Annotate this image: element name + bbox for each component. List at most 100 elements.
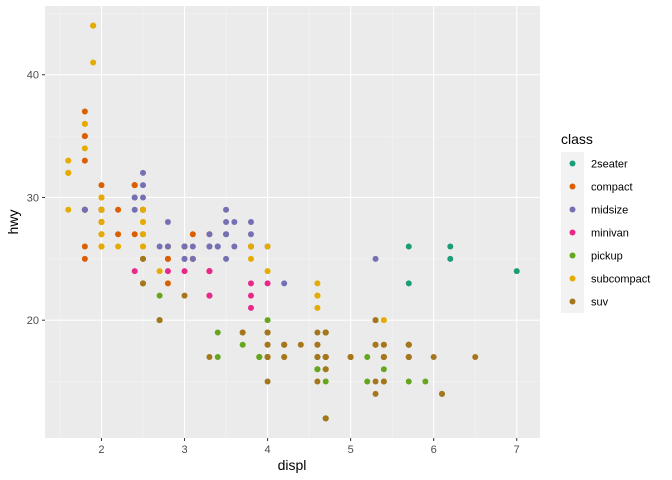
point-subcompact xyxy=(140,219,146,225)
point-midsize xyxy=(181,255,188,262)
legend-marker-compact xyxy=(569,183,576,190)
y-tick-label: 20 xyxy=(27,315,39,327)
point-suv xyxy=(372,378,379,385)
point-suv xyxy=(206,354,213,360)
point-midsize xyxy=(206,231,213,238)
point-pickup xyxy=(405,378,412,385)
point-midsize xyxy=(214,243,221,250)
point-midsize xyxy=(223,231,230,238)
point-suv xyxy=(281,354,288,360)
point-pickup xyxy=(239,341,246,348)
point-subcompact xyxy=(98,206,105,213)
point-suv xyxy=(181,292,188,299)
legend-marker-subcompact xyxy=(569,275,576,282)
point-compact xyxy=(189,231,196,238)
point-compact xyxy=(115,206,122,213)
legend-marker-suv xyxy=(569,298,576,305)
point-suv xyxy=(297,341,304,348)
point-pickup xyxy=(264,317,271,324)
point-2seater xyxy=(405,243,412,250)
point-compact xyxy=(81,157,88,164)
point-minivan xyxy=(247,304,254,311)
point-subcompact xyxy=(65,157,72,164)
point-suv xyxy=(264,378,271,385)
point-midsize xyxy=(247,219,254,225)
point-midsize xyxy=(247,231,254,238)
point-pickup xyxy=(380,366,387,373)
point-suv xyxy=(281,341,288,348)
point-suv xyxy=(380,354,387,360)
point-subcompact xyxy=(98,194,105,201)
x-tick-label: 6 xyxy=(431,444,437,456)
point-subcompact xyxy=(140,231,146,238)
point-pickup xyxy=(364,378,371,385)
legend-marker-pickup xyxy=(569,252,576,259)
point-minivan xyxy=(206,268,213,275)
point-subcompact xyxy=(140,243,146,250)
point-midsize xyxy=(81,206,88,213)
point-suv xyxy=(264,341,271,348)
point-suv xyxy=(372,341,379,348)
point-suv xyxy=(239,329,246,336)
point-subcompact xyxy=(264,243,271,250)
point-pickup xyxy=(214,329,221,336)
x-tick-label: 7 xyxy=(514,444,520,456)
point-subcompact xyxy=(65,169,72,176)
point-midsize xyxy=(131,194,138,201)
point-midsize xyxy=(223,206,230,213)
x-axis: 2 3 4 5 6 7 xyxy=(98,438,520,456)
point-compact xyxy=(164,255,171,262)
point-2seater xyxy=(447,243,454,250)
point-midsize xyxy=(164,219,171,225)
point-suv xyxy=(314,329,321,336)
point-subcompact xyxy=(314,292,321,299)
point-suv xyxy=(322,329,329,336)
x-axis-title: displ xyxy=(278,457,307,473)
grid-minor-lines xyxy=(45,6,540,438)
point-midsize xyxy=(231,219,238,225)
point-pickup xyxy=(214,354,221,360)
point-midsize xyxy=(281,280,288,287)
point-compact xyxy=(81,133,88,140)
legend-label-subcompact: subcompact xyxy=(591,274,650,286)
point-pickup xyxy=(314,366,321,373)
point-midsize xyxy=(372,255,379,262)
point-suv xyxy=(314,378,321,385)
legend: class 2seater compact midsize minivan pickup… xyxy=(561,131,650,313)
legend-label-compact: compact xyxy=(591,182,633,194)
point-pickup xyxy=(322,378,329,385)
point-minivan xyxy=(264,280,271,287)
plot-panel xyxy=(45,6,540,438)
point-subcompact xyxy=(81,120,88,127)
point-compact xyxy=(131,231,138,238)
point-subcompact xyxy=(98,231,105,238)
point-subcompact xyxy=(90,22,97,29)
legend-marker-2seater xyxy=(569,160,576,167)
point-2seater xyxy=(513,268,520,275)
point-compact xyxy=(81,243,88,250)
point-suv xyxy=(264,354,271,360)
point-midsize xyxy=(131,206,138,213)
point-compact xyxy=(115,231,122,238)
legend-label-suv: suv xyxy=(591,297,609,309)
point-midsize xyxy=(189,243,196,250)
point-midsize xyxy=(140,169,146,176)
point-suv xyxy=(380,378,387,385)
point-midsize xyxy=(140,182,146,189)
point-suv xyxy=(314,341,321,348)
grid-major-lines xyxy=(45,6,540,438)
point-suv xyxy=(347,354,354,360)
point-2seater xyxy=(447,255,454,262)
point-compact xyxy=(81,255,88,262)
point-suv xyxy=(140,280,146,287)
point-compact xyxy=(131,182,138,189)
point-suv xyxy=(439,390,445,397)
legend-label-2seater: 2seater xyxy=(591,159,628,171)
x-tick-label: 4 xyxy=(265,444,271,456)
point-pickup xyxy=(256,354,263,360)
point-suv xyxy=(405,354,412,360)
point-suv xyxy=(322,354,329,360)
point-midsize xyxy=(140,194,146,201)
point-subcompact xyxy=(156,268,163,275)
legend-label-pickup: pickup xyxy=(591,251,623,263)
